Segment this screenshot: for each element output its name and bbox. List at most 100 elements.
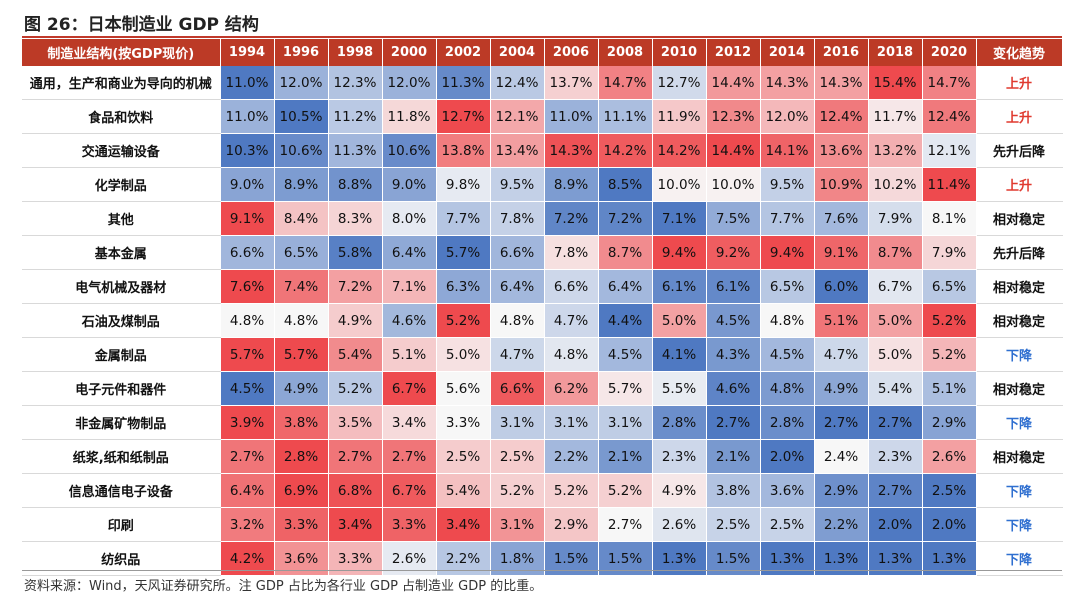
heatmap-cell: 14.2% (652, 133, 707, 168)
table-row: 食品和饮料 11.0% 10.5% 11.2% 11.8% 12.7% 12.1% 11.0%… (22, 99, 1063, 134)
table-row: 纸浆,纸和纸制品 2.7% 2.8% 2.7% 2.7% 2.5% 2.5% 2.2% 2.1%… (22, 439, 1063, 474)
heatmap-cell: 7.5% (706, 201, 761, 236)
table-row: 化学制品 9.0% 8.9% 8.8% 9.0% 9.8% 9.5% 8.9% 8.5% 10.0… (22, 167, 1063, 202)
heatmap-cell: 13.4% (490, 133, 545, 168)
heatmap-cell: 14.2% (598, 133, 653, 168)
heatmap-cell: 10.6% (382, 133, 437, 168)
heatmap-cell: 7.6% (814, 201, 869, 236)
heatmap-cell: 9.4% (652, 235, 707, 270)
heatmap-cell: 3.2% (220, 507, 275, 542)
trend-label: 下降 (976, 507, 1063, 542)
heatmap-cell: 2.9% (922, 405, 977, 440)
heatmap-cell: 8.5% (598, 167, 653, 202)
heatmap-cell: 8.4% (274, 201, 329, 236)
trend-label: 下降 (976, 337, 1063, 372)
heatmap-cell: 4.8% (760, 303, 815, 338)
heatmap-cell: 6.8% (328, 473, 383, 508)
heatmap-cell: 6.2% (544, 371, 599, 406)
heatmap-cell: 5.2% (922, 337, 977, 372)
heatmap-cell: 8.7% (868, 235, 923, 270)
heatmap-cell: 4.6% (382, 303, 437, 338)
heatmap-cell: 2.7% (382, 439, 437, 474)
category-label: 纸浆,纸和纸制品 (22, 439, 221, 474)
year-header-cell: 2016 (814, 39, 869, 66)
table-row: 电气机械及器材 7.6% 7.4% 7.2% 7.1% 6.3% 6.4% 6.6% 6.4% 6… (22, 269, 1063, 304)
heatmap-cell: 13.6% (814, 133, 869, 168)
heatmap-cell: 8.1% (922, 201, 977, 236)
heatmap-cell: 6.4% (382, 235, 437, 270)
heatmap-cell: 4.8% (274, 303, 329, 338)
heatmap-cell: 4.6% (706, 371, 761, 406)
table-row: 信息通信电子设备 6.4% 6.9% 6.8% 6.7% 5.4% 5.2% 5.2% 5.2%… (22, 473, 1063, 508)
heatmap-cell: 12.7% (436, 99, 491, 134)
heatmap-cell: 5.2% (436, 303, 491, 338)
heatmap-cell: 14.3% (544, 133, 599, 168)
heatmap-cell: 8.7% (598, 235, 653, 270)
heatmap-cell: 5.7% (436, 235, 491, 270)
heatmap-cell: 12.1% (922, 133, 977, 168)
year-header-cell: 2010 (652, 39, 707, 66)
heatmap-cell: 2.8% (274, 439, 329, 474)
heatmap-cell: 2.7% (706, 405, 761, 440)
trend-header-cell: 变化趋势 (976, 39, 1063, 66)
heatmap-cell: 5.7% (598, 371, 653, 406)
heatmap-cell: 4.9% (652, 473, 707, 508)
heatmap-cell: 2.5% (922, 473, 977, 508)
heatmap-cell: 13.8% (436, 133, 491, 168)
heatmap-cell: 8.9% (274, 167, 329, 202)
year-header-cell: 2000 (382, 39, 437, 66)
heatmap-cell: 6.4% (220, 473, 275, 508)
table-row: 基本金属 6.6% 6.5% 5.8% 6.4% 5.7% 6.6% 7.8% 8.7% 9.4%… (22, 235, 1063, 270)
heatmap-cell: 6.7% (868, 269, 923, 304)
heatmap-cell: 3.1% (490, 405, 545, 440)
heatmap-cell: 4.7% (814, 337, 869, 372)
heatmap-cell: 9.5% (490, 167, 545, 202)
heatmap-cell: 3.3% (382, 507, 437, 542)
heatmap-cell: 5.2% (598, 473, 653, 508)
category-label: 其他 (22, 201, 221, 236)
header-row: 制造业结构(按GDP现价) 1994 1996 1998 2000 2002 2004 20… (22, 39, 1063, 66)
heatmap-cell: 3.6% (760, 473, 815, 508)
heatmap-cell: 2.6% (652, 507, 707, 542)
year-header-cell: 2018 (868, 39, 923, 66)
heatmap-cell: 2.2% (814, 507, 869, 542)
heatmap-cell: 6.4% (598, 269, 653, 304)
heatmap-cell: 5.2% (328, 371, 383, 406)
heatmap-cell: 6.5% (760, 269, 815, 304)
table-row: 非金属矿物制品 3.9% 3.8% 3.5% 3.4% 3.3% 3.1% 3.1% 3.1% 2… (22, 405, 1063, 440)
category-label: 印刷 (22, 507, 221, 542)
category-label: 金属制品 (22, 337, 221, 372)
category-label: 食品和饮料 (22, 99, 221, 134)
year-header-cell: 1996 (274, 39, 329, 66)
heatmap-cell: 6.0% (814, 269, 869, 304)
heatmap-cell: 6.4% (490, 269, 545, 304)
heatmap-cell: 4.7% (544, 303, 599, 338)
heatmap-cell: 10.0% (652, 167, 707, 202)
heatmap-cell: 4.9% (274, 371, 329, 406)
heatmap-cell: 11.9% (652, 99, 707, 134)
heatmap-cell: 2.6% (922, 439, 977, 474)
heatmap-cell: 14.7% (922, 66, 977, 100)
trend-label: 相对稳定 (976, 371, 1063, 406)
heatmap-cell: 2.8% (760, 405, 815, 440)
heatmap-cell: 2.0% (922, 507, 977, 542)
heatmap-cell: 2.5% (760, 507, 815, 542)
heatmap-cell: 11.3% (436, 66, 491, 100)
heatmap-cell: 14.4% (706, 66, 761, 100)
heatmap-cell: 7.7% (436, 201, 491, 236)
heatmap-cell: 11.0% (220, 99, 275, 134)
heatmap-cell: 7.6% (220, 269, 275, 304)
trend-label: 相对稳定 (976, 201, 1063, 236)
source-note: 资料来源：Wind，天风证券研究所。注 GDP 占比为各行业 GDP 占制造业 … (24, 579, 543, 594)
trend-label: 相对稳定 (976, 269, 1063, 304)
heatmap-cell: 3.8% (706, 473, 761, 508)
heatmap-cell: 6.7% (382, 371, 437, 406)
category-label: 信息通信电子设备 (22, 473, 221, 508)
heatmap-cell: 14.1% (760, 133, 815, 168)
heatmap-cell: 12.0% (274, 66, 329, 100)
heatmap-cell: 11.0% (544, 99, 599, 134)
trend-label: 上升 (976, 99, 1063, 134)
heatmap-cell: 12.7% (652, 66, 707, 100)
trend-label: 先升后降 (976, 235, 1063, 270)
trend-label: 相对稳定 (976, 439, 1063, 474)
